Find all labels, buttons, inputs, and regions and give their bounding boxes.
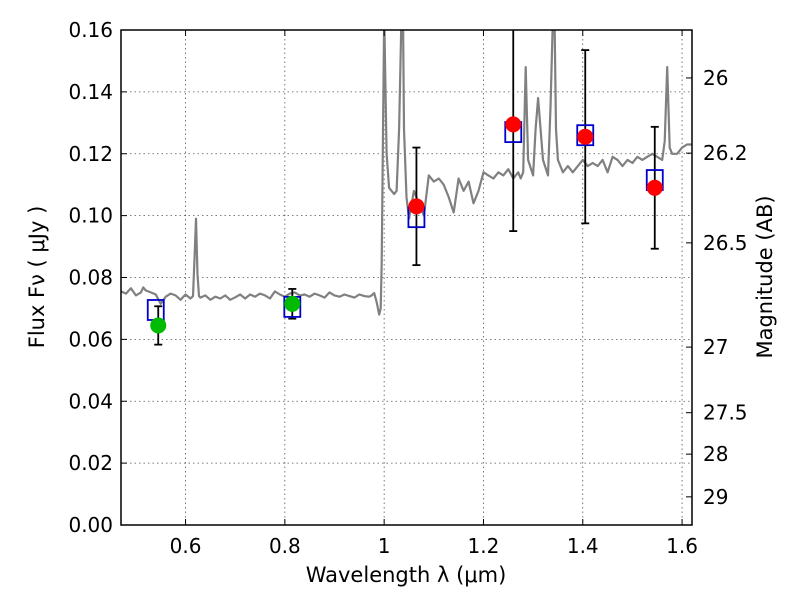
x-tick-label: 0.6 bbox=[170, 534, 202, 558]
y-tick-label: 0.06 bbox=[68, 327, 113, 351]
y-axis-ticks: 0.00 0.02 0.04 0.06 0.08 0.10 0.12 0.14 0.16 bbox=[68, 18, 127, 537]
data-point bbox=[646, 179, 663, 196]
y-tick-label: 0.14 bbox=[68, 80, 113, 104]
x-tick-label: 1.6 bbox=[666, 534, 698, 558]
x-tick-label: 1 bbox=[378, 534, 391, 558]
y-tick-label: 0.08 bbox=[68, 266, 113, 290]
data-point bbox=[150, 317, 167, 334]
data-point bbox=[408, 198, 425, 215]
y-tick-label: 0.00 bbox=[68, 513, 113, 537]
y-tick-label: 0.12 bbox=[68, 142, 113, 166]
y-tick-label: 0.10 bbox=[68, 204, 113, 228]
right-tick-label: 28 bbox=[703, 442, 728, 466]
x-tick-label: 0.8 bbox=[269, 534, 301, 558]
right-tick-label: 27.5 bbox=[703, 401, 748, 425]
axis-titles: Wavelength λ (μm) Flux Fν ( μJy ) Magnitud… bbox=[25, 195, 777, 587]
data-point bbox=[577, 128, 594, 145]
y-tick-label: 0.04 bbox=[68, 389, 113, 413]
data-point bbox=[505, 116, 522, 133]
y-axis-title: Flux Fν ( μJy ) bbox=[25, 206, 49, 349]
right-tick-label: 26.5 bbox=[703, 231, 748, 255]
x-axis-ticks: 0.6 0.8 1 1.2 1.4 1.6 bbox=[170, 30, 698, 558]
right-tick-label: 26 bbox=[703, 66, 728, 90]
grid bbox=[121, 30, 692, 525]
right-axis-ticks: 26 26.2 26.5 27 27.5 28 29 bbox=[686, 66, 748, 509]
model-sed-line bbox=[121, 30, 692, 316]
x-tick-label: 1.4 bbox=[567, 534, 599, 558]
y-tick-label: 0.02 bbox=[68, 451, 113, 475]
observed-points bbox=[150, 116, 663, 334]
data-point bbox=[284, 295, 301, 312]
right-tick-label: 26.2 bbox=[703, 141, 748, 165]
right-tick-label: 27 bbox=[703, 335, 728, 359]
x-axis-title: Wavelength λ (μm) bbox=[306, 563, 507, 587]
right-axis-title: Magnitude (AB) bbox=[753, 195, 777, 358]
x-tick-label: 1.2 bbox=[468, 534, 500, 558]
right-tick-label: 29 bbox=[703, 485, 728, 509]
y-tick-label: 0.16 bbox=[68, 18, 113, 42]
model-sed-series bbox=[121, 30, 692, 316]
model-flux-box bbox=[576, 124, 595, 147]
